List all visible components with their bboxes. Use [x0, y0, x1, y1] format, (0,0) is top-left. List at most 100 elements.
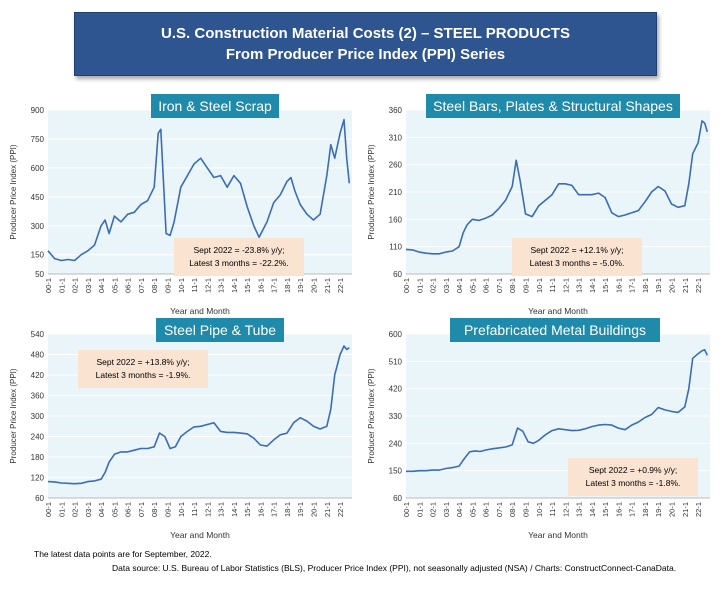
x-tick-label: 02-1: [71, 502, 80, 517]
y-tick-label: 240: [31, 433, 45, 442]
x-axis-title: Year and Month: [170, 530, 230, 540]
x-tick-label: 11-1: [190, 502, 199, 516]
y-tick-label: 60: [35, 494, 44, 503]
x-tick-label: 15-1: [601, 502, 610, 517]
y-tick-label: 420: [31, 371, 45, 380]
x-tick-label: 20-1: [310, 502, 319, 517]
x-tick-label: 02-1: [71, 278, 80, 293]
x-tick-label: 21-1: [681, 278, 690, 293]
x-tick-label: 10-1: [177, 278, 186, 293]
x-tick-label: 22-1: [336, 278, 345, 293]
x-tick-label: 12-1: [561, 278, 570, 293]
x-tick-label: 15-1: [243, 278, 252, 293]
x-tick-label: 11-1: [190, 278, 199, 292]
footnote-latest-data: The latest data points are for September…: [34, 549, 212, 559]
y-tick-label: 60: [393, 494, 402, 503]
x-tick-label: 07-1: [495, 502, 504, 517]
x-tick-label: 16-1: [614, 278, 623, 293]
x-tick-label: 14-1: [230, 278, 239, 293]
y-tick-label: 330: [389, 412, 403, 421]
x-tick-label: 19-1: [654, 502, 663, 517]
y-tick-label: 540: [31, 330, 45, 339]
x-tick-label: 10-1: [535, 278, 544, 293]
x-tick-label: 12-1: [203, 502, 212, 517]
chart-title: Prefabricated Metal Buildings: [464, 322, 646, 338]
y-tick-label: 60: [393, 270, 402, 279]
x-tick-label: 18-1: [283, 278, 292, 293]
y-axis-title: Producer Price Index (PPI): [367, 368, 376, 463]
x-tick-label: 17-1: [270, 502, 279, 517]
x-tick-label: 04-1: [455, 502, 464, 517]
chart-svg: 60 110 160 210 260 310 360 00-1 01-1 02-1 03-1 04-1…: [367, 94, 710, 316]
x-tick-label: 09-1: [163, 502, 172, 517]
x-tick-label: 10-1: [177, 502, 186, 517]
x-tick-label: 01-1: [415, 278, 424, 293]
annotation-text: Latest 3 months = -22.2%.: [189, 258, 288, 268]
series-line: [406, 348, 709, 473]
y-tick-label: 150: [31, 251, 45, 260]
x-tick-label: 19-1: [296, 278, 305, 293]
x-tick-label: 06-1: [124, 502, 133, 517]
annotation-text: Latest 3 months = -5.0%.: [530, 258, 625, 268]
y-axis-title: Producer Price Index (PPI): [367, 144, 376, 239]
chart-svg: 60 150 240 330 420 510 600 00-1 01-1 02-1 03-1 04-1…: [367, 318, 710, 540]
x-tick-label: 16-1: [614, 502, 623, 517]
x-tick-label: 02-1: [429, 278, 438, 293]
y-tick-label: 480: [31, 351, 45, 360]
y-tick-label: 110: [389, 243, 402, 252]
x-tick-label: 06-1: [124, 278, 133, 293]
chart-title-box: [426, 94, 680, 118]
x-tick-label: 11-1: [548, 502, 557, 516]
x-tick-label: 16-1: [256, 502, 265, 517]
x-tick-label: 05-1: [110, 502, 119, 517]
x-tick-label: 12-1: [203, 278, 212, 293]
annotation-text: Sept 2022 = -23.8% y/y;: [194, 245, 285, 255]
x-axis-title: Year and Month: [528, 306, 588, 316]
x-tick-label: 08-1: [508, 278, 517, 293]
x-tick-label: 09-1: [521, 502, 530, 517]
x-tick-label: 03-1: [84, 278, 93, 293]
y-tick-label: 300: [31, 412, 45, 421]
report-title-banner: U.S. Construction Material Costs (2) – S…: [74, 12, 657, 76]
x-tick-label: 04-1: [455, 278, 464, 293]
chart-prefab-metal-buildings: 60 150 240 330 420 510 600 00-1 01-1 02-1 03-1 04-1…: [364, 318, 714, 540]
y-tick-label: 180: [31, 453, 45, 462]
x-tick-label: 03-1: [442, 502, 451, 517]
annotation-box: [174, 238, 304, 276]
x-tick-label: 00-1: [402, 278, 411, 293]
x-tick-label: 10-1: [535, 502, 544, 517]
x-tick-label: 05-1: [468, 502, 477, 517]
x-tick-label: 13-1: [217, 502, 226, 517]
chart-title: Iron & Steel Scrap: [158, 98, 272, 114]
x-tick-label: 08-1: [150, 278, 159, 293]
y-tick-label: 50: [35, 270, 44, 279]
chart-title-box: [156, 318, 284, 342]
x-tick-label: 19-1: [654, 278, 663, 293]
series-line: [47, 345, 350, 485]
chart-title-box: [450, 318, 660, 342]
y-tick-label: 210: [389, 188, 403, 197]
y-tick-label: 420: [389, 385, 403, 394]
y-tick-label: 240: [389, 439, 403, 448]
y-tick-label: 360: [31, 392, 45, 401]
x-tick-label: 03-1: [442, 278, 451, 293]
x-tick-label: 19-1: [296, 502, 305, 517]
annotation-text: Latest 3 months = -1.9%.: [96, 370, 191, 380]
annotation-text: Sept 2022 = +0.9% y/y;: [589, 465, 677, 475]
x-tick-label: 13-1: [217, 278, 226, 293]
x-tick-label: 06-1: [482, 502, 491, 517]
chart-title-box: [151, 94, 279, 118]
y-tick-label: 510: [389, 357, 403, 366]
x-tick-label: 06-1: [482, 278, 491, 293]
x-tick-label: 14-1: [230, 502, 239, 517]
x-tick-label: 00-1: [44, 278, 53, 293]
x-tick-label: 09-1: [163, 278, 172, 293]
x-tick-label: 00-1: [402, 502, 411, 517]
y-tick-label: 900: [31, 106, 45, 115]
y-tick-label: 300: [31, 222, 45, 231]
x-tick-label: 01-1: [415, 502, 424, 517]
x-tick-label: 09-1: [521, 278, 530, 293]
x-tick-label: 21-1: [681, 502, 690, 517]
chart-steel-bars-plates: 60 110 160 210 260 310 360 00-1 01-1 02-1 03-1 04-1…: [364, 94, 714, 316]
y-axis-title: Producer Price Index (PPI): [9, 368, 18, 463]
